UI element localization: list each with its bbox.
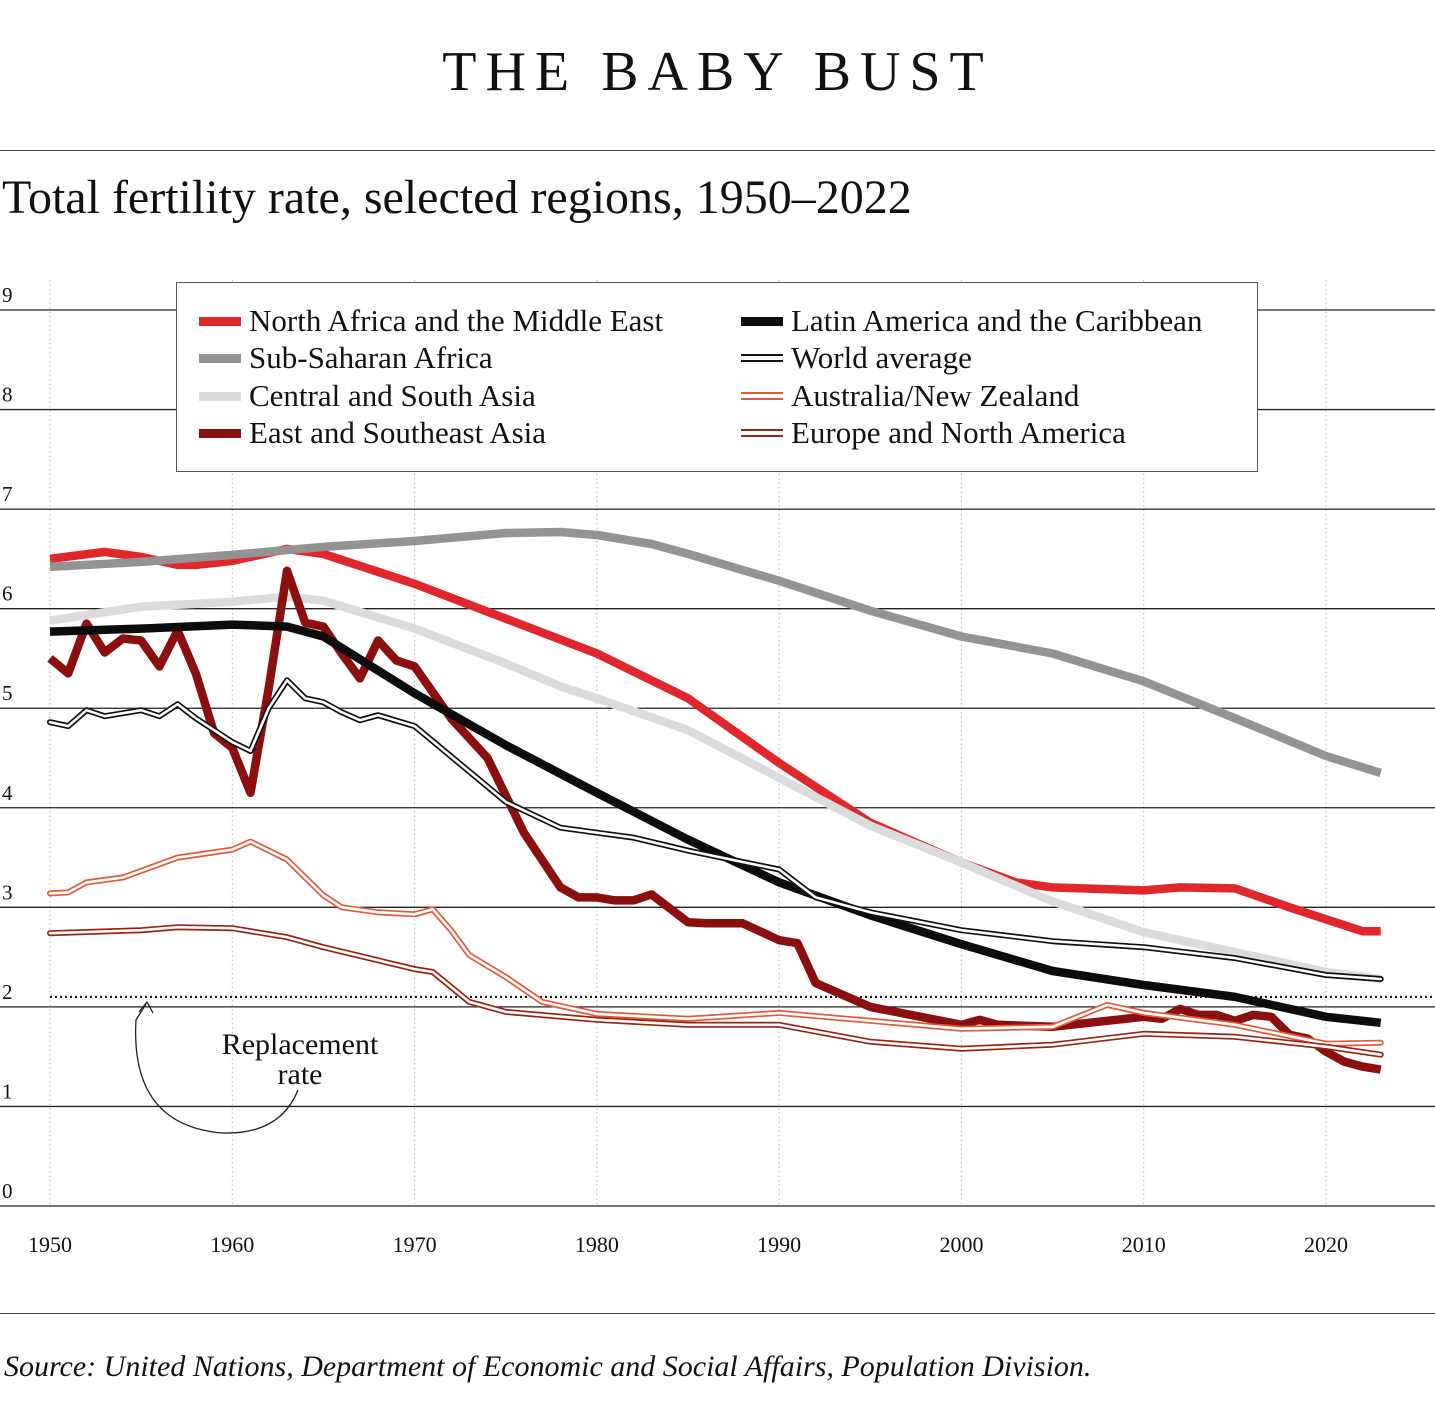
chart-title: Total fertility rate, selected regions, …: [2, 171, 912, 224]
legend-swatch: [199, 391, 241, 401]
y-tick-label-7: 7: [2, 482, 13, 506]
bottom-divider: [0, 1313, 1435, 1314]
replacement-rate-arrow: [134, 1003, 299, 1134]
top-divider: [0, 150, 1435, 151]
replacement-rate-arrowhead: [138, 1000, 154, 1014]
series-line-sub-saharan-africa: [49, 527, 1382, 777]
x-tick-label-2020: 2020: [1304, 1232, 1348, 1257]
x-tick-label-1970: 1970: [393, 1232, 437, 1257]
tick-labels: 0 1 2 3 4 5 6 7 8 9 1950 1960 1970 1980 1990 2000 2010 20…: [2, 283, 1348, 1257]
legend-label: Sub-Saharan Africa: [249, 340, 493, 375]
y-tick-label-9: 9: [2, 283, 13, 307]
legend-label: Central and South Asia: [249, 378, 536, 413]
x-tick-label-1990: 1990: [757, 1232, 801, 1257]
series-line-inner-world-average: [48, 678, 1382, 981]
legend-swatch: [199, 353, 241, 363]
legend-item: World average: [741, 340, 972, 376]
legend-swatch: [199, 428, 241, 438]
legend-item: Latin America and the Caribbean: [741, 303, 1202, 339]
legend-swatch: [741, 392, 783, 400]
legend-item: East and Southeast Asia: [199, 415, 546, 451]
legend-label: North Africa and the Middle East: [249, 303, 664, 338]
x-tick-label-2010: 2010: [1122, 1232, 1166, 1257]
y-tick-label-4: 4: [2, 781, 13, 805]
x-tick-label-1980: 1980: [575, 1232, 619, 1257]
legend-label: East and Southeast Asia: [249, 415, 547, 450]
series-line-north-africa-and-the-middle-east: [49, 544, 1381, 936]
y-tick-label-2: 2: [2, 980, 13, 1004]
replacement-rate-label: Replacement rate: [222, 1028, 379, 1091]
headline: THE BABY BUST: [442, 41, 993, 103]
legend-label: Europe and North America: [791, 415, 1126, 450]
legend: North Africa and the Middle East Sub-Saha…: [176, 282, 1258, 472]
legend-label: Australia/New Zealand: [791, 378, 1080, 413]
series-line-world-average: [47, 677, 1384, 982]
legend-item: Australia/New Zealand: [741, 378, 1079, 414]
legend-label: Latin America and the Caribbean: [791, 303, 1203, 338]
y-tick-label-8: 8: [2, 383, 13, 407]
series-line-inner-australia-new-zealand: [48, 840, 1382, 1045]
legend-swatch: [741, 316, 783, 326]
x-tick-label-1950: 1950: [28, 1232, 72, 1257]
y-tick-label-1: 1: [2, 1079, 13, 1103]
legend-item: Central and South Asia: [199, 378, 536, 414]
series-lines: [47, 527, 1384, 1074]
legend-item: Europe and North America: [741, 415, 1126, 451]
legend-item: Sub-Saharan Africa: [199, 340, 493, 376]
legend-label: World average: [791, 340, 972, 375]
x-tick-label-1960: 1960: [210, 1232, 254, 1257]
y-tick-label-5: 5: [2, 681, 13, 705]
y-tick-label-0: 0: [2, 1179, 13, 1203]
legend-item: North Africa and the Middle East: [199, 303, 663, 339]
source-note: Source: United Nations, Department of Ec…: [4, 1350, 1092, 1383]
legend-swatch: [199, 316, 241, 326]
series-line-inner-europe-and-north-america: [48, 925, 1382, 1056]
y-tick-label-3: 3: [2, 880, 13, 904]
legend-swatch: [741, 354, 783, 362]
series-line-central-and-south-asia: [49, 592, 1382, 984]
y-tick-label-6: 6: [2, 582, 13, 606]
series-line-latin-america-and-the-caribbean: [49, 620, 1382, 1028]
replacement-rate: Replacement rate: [50, 995, 1435, 1134]
legend-swatch: [741, 429, 783, 437]
series-line-east-and-southeast-asia: [47, 566, 1382, 1074]
x-tick-label-2000: 2000: [939, 1232, 983, 1257]
